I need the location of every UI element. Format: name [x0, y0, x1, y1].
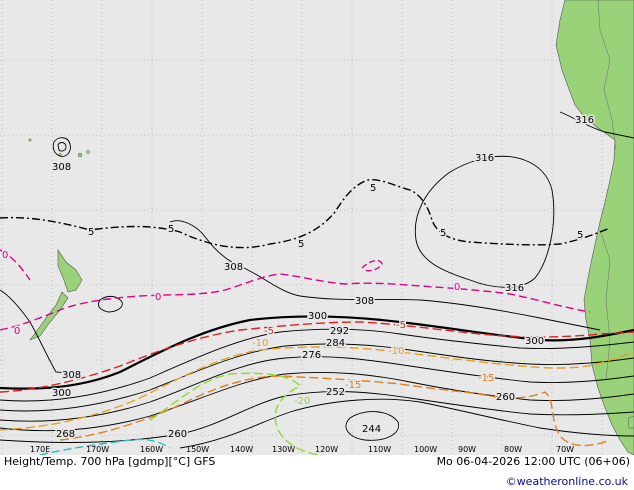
temp-label: 0: [14, 326, 20, 337]
lon-tick: 90W: [458, 445, 476, 454]
isotherm-minus20: [149, 372, 321, 455]
lon-tick: 150W: [186, 445, 209, 454]
valid-time: Mo 06-04-2026 12:00 UTC (06+06): [436, 455, 630, 468]
temp-label: 5: [88, 227, 94, 238]
footer-bar: Height/Temp. 700 hPa [gdmp][°C] GFS Mo 0…: [0, 455, 634, 490]
lon-tick: 70W: [556, 445, 574, 454]
temp-label: -15: [345, 380, 361, 391]
temp-label: -10: [252, 338, 268, 349]
height-contours: [0, 111, 634, 449]
credit-link[interactable]: ©weatheronline.co.uk: [505, 475, 628, 488]
height-label: 308: [224, 262, 243, 273]
height-label: 308: [355, 296, 374, 307]
temp-label: 5: [370, 183, 376, 194]
temp-label: -20: [294, 396, 310, 407]
temp-label: 5: [577, 230, 583, 241]
isotherm-0: [0, 249, 31, 281]
height-label: 244: [362, 424, 381, 435]
isotherm-minus15: [59, 375, 611, 447]
isotherm-minus5: [0, 321, 634, 393]
lon-tick: 100W: [414, 445, 437, 454]
temp-label: -10: [388, 346, 404, 357]
height-label: 284: [326, 338, 345, 349]
height-label: 300: [525, 336, 544, 347]
temp-label: 5: [168, 224, 174, 235]
land-island: [28, 138, 32, 142]
height-label: 316: [505, 283, 524, 294]
isotherm-0: [361, 259, 383, 272]
isotherm-minus25: [39, 438, 171, 455]
land-island: [77, 152, 83, 158]
height-label: 276: [302, 350, 321, 361]
longitude-ticks: 170E 170W 160W 150W 140W 130W 120W 110W …: [30, 445, 574, 454]
land-new-zealand-south: [29, 291, 69, 341]
temp-label: -5: [264, 326, 274, 337]
map-canvas: 316 316 316 308 308 308 308 300 300 300 …: [0, 0, 634, 455]
land-new-zealand-north: [57, 249, 83, 293]
height-label: 308: [62, 370, 81, 381]
height-label: 268: [56, 429, 75, 440]
lon-tick: 110W: [368, 445, 391, 454]
height-label: 260: [168, 429, 187, 440]
lon-tick: 170W: [86, 445, 109, 454]
height-label: 260: [496, 392, 515, 403]
temp-label: 0: [2, 250, 8, 261]
lon-tick: 80W: [504, 445, 522, 454]
temp-label: 0: [155, 292, 161, 303]
height-label: 300: [308, 311, 327, 322]
temp-label: -15: [478, 373, 494, 384]
map-title: Height/Temp. 700 hPa [gdmp][°C] GFS: [4, 455, 216, 468]
temp-label: 5: [298, 239, 304, 250]
temp-label: -5: [396, 320, 406, 331]
graticule: [0, 0, 634, 455]
lon-tick: 140W: [230, 445, 253, 454]
land-south-america: [555, 0, 634, 455]
lon-tick: 170E: [30, 445, 50, 454]
temp-label: 5: [440, 228, 446, 239]
temp-label: 0: [454, 282, 460, 293]
lon-tick: 130W: [272, 445, 295, 454]
weather-map: 316 316 316 308 308 308 308 300 300 300 …: [0, 0, 634, 455]
height-label: 252: [326, 387, 345, 398]
height-label: 308: [52, 162, 71, 173]
land-falklands: [627, 415, 634, 429]
isotherm-5: [0, 178, 611, 249]
lon-tick: 160W: [140, 445, 163, 454]
height-label: 316: [575, 115, 594, 126]
height-label: 316: [475, 153, 494, 164]
lon-tick: 120W: [315, 445, 338, 454]
height-label: 300: [52, 388, 71, 399]
country-borders: [597, 0, 617, 381]
height-label: 292: [330, 326, 349, 337]
land-island: [86, 150, 90, 154]
